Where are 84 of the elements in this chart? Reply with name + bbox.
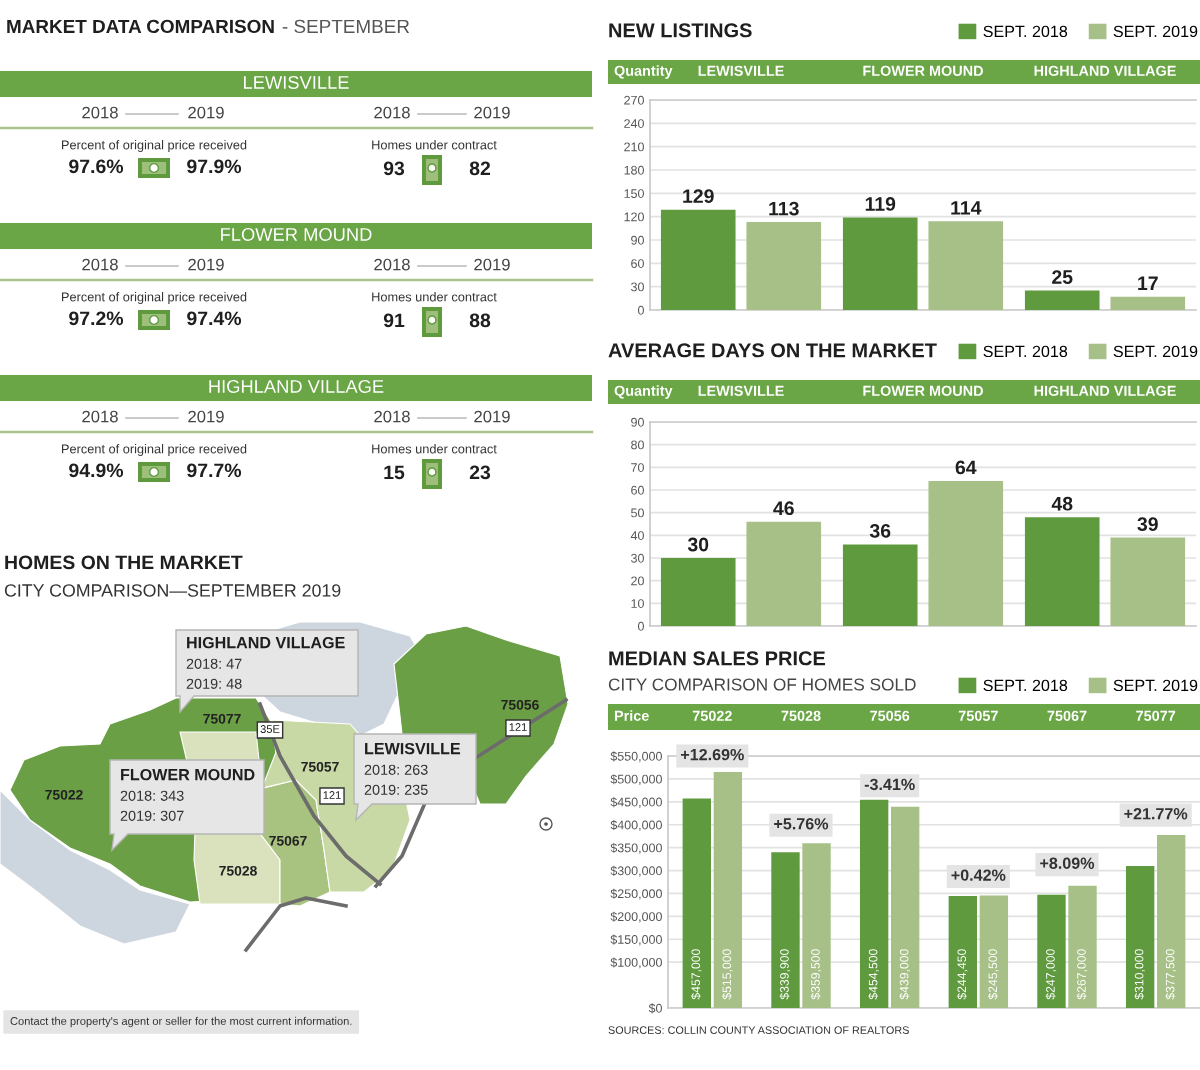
text: LEWISVILLE — [365, 742, 461, 755]
chart-title: NEW LISTINGS — [609, 23, 752, 38]
data-label: 36 — [869, 524, 891, 538]
bar — [1110, 537, 1186, 626]
legend-label: SEPT. 2018 — [983, 679, 1068, 692]
data-label: 39 — [1137, 517, 1158, 532]
legend-label: SEPT. 2019 — [1113, 345, 1198, 358]
annotation: +12.69% — [680, 748, 744, 761]
legend-label: SEPT. 2019 — [1113, 679, 1198, 692]
text: 2018 — [82, 410, 118, 423]
data-label: 17 — [1138, 276, 1158, 290]
bar — [928, 221, 1004, 310]
text: FLOWER MOUND — [121, 768, 255, 781]
bar — [1037, 894, 1066, 1008]
text: 2018 — [374, 106, 410, 119]
annotation: +21.77% — [1124, 808, 1188, 820]
text: 23 — [469, 465, 491, 480]
bar — [979, 895, 1009, 1008]
text: 15 — [384, 465, 405, 480]
text: HIGHLAND VILLAGE — [187, 636, 345, 649]
text: LEWISVILLE — [244, 75, 349, 89]
text: 97.2% — [69, 311, 124, 326]
text: MARKET DATA COMPARISON — [7, 19, 274, 34]
bar — [1024, 517, 1100, 626]
annotation: +5.76% — [774, 818, 829, 830]
bar — [1068, 885, 1097, 1008]
annotation: +8.09% — [1040, 857, 1095, 869]
chart-subtitle: CITY COMPARISON OF HOMES SOLD — [608, 678, 916, 691]
text: 2019 — [474, 410, 510, 423]
text: 2018 — [82, 106, 118, 119]
data-label: 119 — [865, 197, 896, 211]
text: 97.9% — [187, 159, 242, 174]
text: 94.9% — [69, 463, 124, 478]
data-label: 114 — [951, 201, 982, 215]
bar — [928, 480, 1004, 626]
text: 88 — [469, 313, 491, 328]
text: - SEPTEMBER — [282, 19, 410, 34]
text: 97.7% — [187, 463, 242, 478]
text: 2019 — [188, 106, 224, 119]
bar — [713, 772, 743, 1008]
text: 2018 — [82, 258, 118, 271]
bar — [660, 209, 736, 310]
text: 2019 — [188, 258, 224, 271]
data-label: 113 — [769, 201, 799, 216]
bar — [891, 806, 920, 1008]
bar — [842, 217, 918, 310]
text: FLOWER MOUND — [221, 227, 372, 241]
bar — [802, 843, 831, 1008]
data-label: 129 — [683, 189, 714, 204]
bar — [682, 798, 711, 1008]
data-label: 25 — [1052, 270, 1073, 284]
legend-label: SEPT. 2018 — [983, 345, 1068, 358]
chart-title: AVERAGE DAYS ON THE MARKET — [608, 343, 937, 358]
text: 2018 — [374, 258, 410, 271]
text: 97.4% — [187, 311, 242, 326]
annotation: +0.42% — [951, 869, 1006, 881]
bar — [948, 896, 977, 1008]
annotation: -3.41% — [864, 778, 915, 791]
text: 82 — [469, 161, 491, 176]
text: 91 — [383, 313, 405, 328]
text: HOMES ON THE MARKET — [5, 555, 243, 570]
bar — [660, 558, 736, 626]
bar — [746, 521, 822, 626]
data-label: 46 — [773, 501, 794, 516]
text: 97.6% — [69, 159, 124, 174]
chart-title: MEDIAN SALES PRICE — [609, 651, 826, 666]
text: 2019 — [188, 410, 224, 423]
bar — [1110, 296, 1186, 310]
data-label: 64 — [955, 460, 977, 475]
legend-label: SEPT. 2018 — [983, 25, 1068, 38]
text: 2018 — [374, 410, 410, 423]
bar — [1125, 865, 1155, 1008]
text: 2019 — [474, 258, 510, 271]
bar — [746, 222, 822, 310]
bar — [1024, 290, 1100, 310]
text: 2019 — [474, 106, 510, 119]
text: CITY COMPARISON—SEPTEMBER 2019 — [4, 584, 341, 597]
text: 93 — [383, 161, 405, 176]
bar — [771, 852, 800, 1008]
bar — [842, 544, 918, 626]
bar — [1157, 835, 1186, 1008]
data-label: 48 — [1051, 496, 1073, 511]
legend-label: SEPT. 2019 — [1113, 25, 1198, 38]
data-label: 30 — [687, 537, 709, 552]
